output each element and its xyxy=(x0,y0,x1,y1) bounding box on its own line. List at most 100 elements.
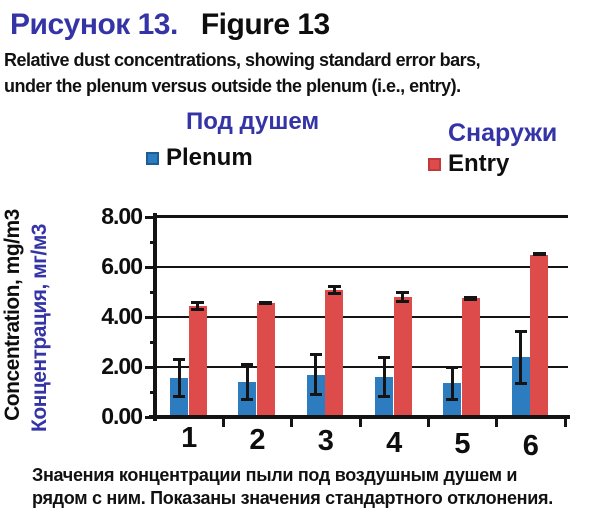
y-tick-label-8.00: 8.00 xyxy=(101,203,143,229)
subtitle-line-2: under the plenum versus outside the plen… xyxy=(4,76,461,96)
legend-entry-row: Entry xyxy=(428,150,509,178)
error-cap-top xyxy=(514,329,527,333)
legend-plenum-row: Plenum xyxy=(146,144,253,172)
error-cap-top xyxy=(241,363,254,367)
error-cap-bottom xyxy=(309,392,322,396)
x-tick-2 xyxy=(290,419,294,427)
figure-subtitle: Relative dust concentrations, showing st… xyxy=(4,47,481,99)
gridline-4.00 xyxy=(156,315,568,318)
x-tick-label-4: 4 xyxy=(386,426,403,459)
bar-entry-5 xyxy=(461,298,480,417)
y-tick-label-0.00: 0.00 xyxy=(101,403,143,429)
gridline-2.00 xyxy=(156,365,568,368)
error-stem xyxy=(245,363,249,401)
x-tick-4 xyxy=(426,419,430,427)
bar-plenum-6 xyxy=(511,357,530,417)
error-bar-entry-5 xyxy=(464,295,478,301)
x-tick-label-6: 6 xyxy=(522,430,539,462)
legend-plenum: Под душем Plenum xyxy=(146,108,320,171)
error-cap-bottom xyxy=(446,397,459,401)
error-bar-entry-6 xyxy=(532,251,546,256)
error-cap-top xyxy=(378,355,390,359)
legend-plenum-ru-label: Под душем xyxy=(186,108,320,135)
entry-swatch-icon xyxy=(428,157,441,171)
error-cap-top xyxy=(464,295,478,299)
error-bar-entry-2 xyxy=(259,300,273,305)
x-axis-line xyxy=(149,415,570,419)
error-cap-top xyxy=(327,284,341,288)
x-tick-label-2: 2 xyxy=(249,423,266,456)
y-tick-mark-4.00 xyxy=(145,315,155,319)
x-tick-label-3: 3 xyxy=(317,425,334,458)
error-cap-top xyxy=(309,353,322,357)
error-bar-plenum-6 xyxy=(514,329,527,385)
error-bar-plenum-4 xyxy=(378,355,390,399)
error-bar-plenum-3 xyxy=(309,353,322,396)
error-bar-plenum-2 xyxy=(241,363,254,401)
y-tick-label-4.00: 4.00 xyxy=(101,303,143,329)
error-cap-top xyxy=(396,290,409,294)
legend-entry-label: Entry xyxy=(448,150,510,177)
bar-entry-4 xyxy=(393,297,412,417)
x-tick-5 xyxy=(495,419,499,427)
bar-entry-1 xyxy=(188,305,207,417)
bar-entry-6 xyxy=(530,254,549,417)
error-bar-entry-1 xyxy=(191,300,204,311)
error-stem xyxy=(450,365,454,401)
error-stem xyxy=(177,358,181,399)
error-bar-plenum-5 xyxy=(446,365,459,401)
error-stem xyxy=(314,353,318,396)
error-stem xyxy=(196,300,199,311)
gridline-8.00 xyxy=(156,215,568,218)
error-stem xyxy=(382,355,386,399)
figure-title: Рисунок 13. Figure 13 xyxy=(10,8,330,42)
error-cap-top xyxy=(191,300,204,304)
y-axis-line xyxy=(153,213,157,421)
error-bar-plenum-1 xyxy=(173,358,185,399)
error-stem xyxy=(401,290,404,304)
error-cap-bottom xyxy=(191,307,204,311)
error-cap-bottom xyxy=(514,381,527,385)
y-tick-label-2.00: 2.00 xyxy=(101,353,143,379)
legend-entry: Снаружи Entry xyxy=(428,119,558,177)
legend-plenum-label: Plenum xyxy=(166,144,253,171)
error-cap-bottom xyxy=(241,397,254,401)
figure-caption: Значения концентрации пыли под воздушным… xyxy=(32,464,553,510)
error-cap-bottom xyxy=(396,300,409,304)
error-cap-bottom xyxy=(464,297,478,301)
x-tick-label-1: 1 xyxy=(181,422,198,454)
gridline-6.00 xyxy=(156,265,568,268)
bar-entry-2 xyxy=(256,303,275,417)
x-tick-6 xyxy=(563,419,567,427)
y-tick-mark-6.00 xyxy=(145,265,155,269)
y-axis-title-ru: Концентрация, мг/м3 xyxy=(28,224,51,432)
error-cap-bottom xyxy=(259,301,273,305)
figure-title-en: Figure 13 xyxy=(200,8,330,41)
subtitle-line-1: Relative dust concentrations, showing st… xyxy=(4,50,481,70)
error-bar-entry-4 xyxy=(396,290,409,304)
caption-line-2: рядом с ним. Показаны значения стандартн… xyxy=(32,488,553,508)
x-tick-3 xyxy=(358,419,362,427)
y-tick-mark-8.00 xyxy=(145,215,155,219)
caption-line-1: Значения концентрации пыли под воздушным… xyxy=(32,465,518,485)
error-stem xyxy=(332,284,336,295)
error-stem xyxy=(519,329,523,385)
y-tick-label-6.00: 6.00 xyxy=(101,253,143,279)
y-axis-title-en: Concentration, mg/m3 xyxy=(1,209,24,421)
error-bar-entry-3 xyxy=(327,284,341,295)
figure-title-ru: Рисунок 13. xyxy=(10,8,178,41)
error-cap-bottom xyxy=(173,395,185,399)
x-tick-1 xyxy=(221,419,225,427)
plot-area xyxy=(155,215,568,417)
error-cap-bottom xyxy=(532,252,546,256)
y-tick-mark-2.00 xyxy=(145,365,155,369)
legend-entry-ru-label: Снаружи xyxy=(448,119,558,147)
error-cap-top xyxy=(446,365,459,369)
bar-plenum-3 xyxy=(306,374,325,417)
plenum-swatch-icon xyxy=(146,151,159,165)
x-tick-label-5: 5 xyxy=(454,428,471,461)
error-cap-bottom xyxy=(378,395,390,399)
error-cap-top xyxy=(173,358,185,362)
error-cap-bottom xyxy=(327,291,341,295)
